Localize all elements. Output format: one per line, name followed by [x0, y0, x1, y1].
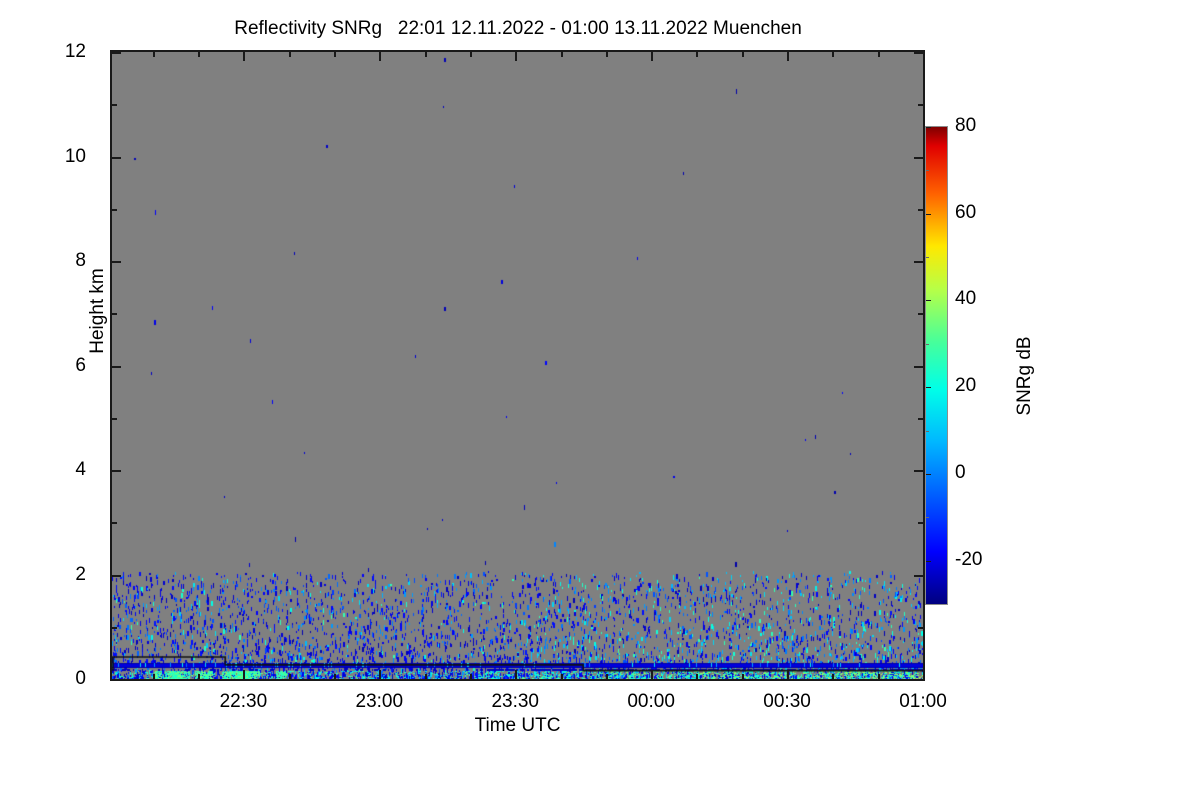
x-axis-minor-tick-top — [152, 52, 155, 57]
y-axis-major-tick — [112, 261, 121, 263]
y-axis-minor-tick — [112, 522, 117, 525]
x-axis-minor-tick — [696, 674, 699, 679]
x-axis-minor-tick — [469, 674, 472, 679]
x-axis-major-tick-top — [243, 52, 246, 61]
colorbar — [925, 126, 948, 605]
y-axis-minor-tick — [112, 208, 117, 211]
y-axis-major-tick-right — [914, 365, 923, 368]
y-axis-minor-tick-right — [918, 522, 923, 525]
colorbar-minor-tick — [926, 430, 929, 432]
x-axis-major-tick-top — [379, 52, 382, 61]
x-axis-major-tick — [787, 670, 790, 679]
colorbar-tick-label: 20 — [955, 375, 977, 397]
x-axis-tick-label: 23:30 — [491, 691, 539, 712]
y-axis-tick-label: 0 — [75, 668, 86, 689]
x-axis-minor-tick-top — [424, 52, 427, 57]
x-axis-minor-tick-top — [832, 52, 835, 57]
x-axis-tick-label: 00:00 — [627, 691, 675, 712]
colorbar-tick-label: 60 — [955, 201, 977, 223]
y-axis-minor-tick-right — [918, 208, 923, 211]
x-axis-major-tick — [379, 670, 382, 679]
colorbar-gradient — [926, 127, 947, 604]
y-axis-minor-tick-right — [918, 417, 923, 420]
heatmap-canvas — [112, 52, 923, 679]
y-axis-minor-tick — [112, 626, 117, 629]
x-axis-major-tick-top — [787, 52, 790, 61]
colorbar-tick-label: 80 — [955, 115, 977, 136]
y-axis-tick-label: 10 — [64, 145, 86, 167]
y-axis-major-tick-right — [914, 156, 923, 159]
x-axis-minor-tick — [424, 674, 427, 679]
x-axis-minor-tick — [832, 674, 835, 679]
colorbar-major-tick — [926, 213, 931, 215]
y-axis-major-tick — [112, 574, 121, 577]
y-axis-major-tick-right — [914, 261, 923, 263]
x-axis-title: Time UTC — [474, 715, 561, 736]
colorbar-minor-tick — [926, 517, 929, 519]
y-axis-major-tick-right — [914, 470, 923, 472]
x-axis-minor-tick — [333, 674, 336, 679]
y-axis-minor-tick-right — [918, 313, 923, 316]
x-axis-minor-tick — [741, 674, 744, 679]
plot-axes-area — [110, 50, 925, 681]
x-axis-minor-tick — [560, 674, 563, 679]
colorbar-major-tick — [926, 560, 931, 562]
x-axis-minor-tick-top — [696, 52, 699, 57]
colorbar-tick-label: 40 — [955, 288, 977, 310]
y-axis-tick-label: 8 — [75, 250, 86, 271]
x-axis-tick-label: 23:00 — [355, 691, 404, 712]
x-axis-minor-tick — [288, 674, 291, 679]
x-axis-major-tick-top — [515, 52, 518, 61]
x-axis-minor-tick-top — [469, 52, 472, 57]
x-axis-minor-tick-top — [741, 52, 744, 57]
y-axis-major-tick-right — [914, 574, 923, 577]
x-axis-tick-label: 01:00 — [899, 691, 947, 712]
y-axis-title: Height km — [87, 268, 108, 354]
colorbar-title: SNRg dB — [1014, 336, 1035, 416]
y-axis-minor-tick-right — [918, 104, 923, 107]
x-axis-major-tick — [651, 670, 654, 679]
x-axis-minor-tick-top — [877, 52, 880, 57]
y-axis-minor-tick — [112, 104, 117, 107]
y-axis-minor-tick — [112, 313, 117, 316]
x-axis-major-tick — [243, 670, 246, 679]
x-axis-tick-label: 22:30 — [219, 691, 268, 712]
colorbar-major-tick — [926, 387, 931, 389]
colorbar-major-tick — [926, 473, 931, 475]
x-axis-minor-tick — [605, 674, 608, 679]
colorbar-minor-tick — [926, 257, 929, 259]
x-axis-minor-tick-top — [605, 52, 608, 57]
x-axis-minor-tick-top — [333, 52, 336, 57]
y-axis-minor-tick — [112, 417, 117, 420]
y-axis-major-tick-right — [914, 52, 923, 54]
y-axis-tick-label: 4 — [75, 459, 86, 480]
y-axis-tick-label: 6 — [75, 354, 86, 376]
x-axis-minor-tick — [152, 674, 155, 679]
figure-title: Reflectivity SNRg 22:01 12.11.2022 - 01:… — [234, 18, 802, 39]
colorbar-tick-label: -20 — [955, 548, 983, 570]
x-axis-minor-tick-top — [288, 52, 291, 57]
y-axis-tick-label: 12 — [64, 41, 86, 62]
y-axis-major-tick — [112, 52, 121, 54]
colorbar-major-tick — [926, 300, 931, 302]
y-axis-minor-tick-right — [918, 626, 923, 629]
y-axis-major-tick — [112, 156, 121, 159]
x-axis-minor-tick-top — [560, 52, 563, 57]
x-axis-major-tick — [515, 670, 518, 679]
x-axis-major-tick-top — [651, 52, 654, 61]
x-axis-minor-tick — [198, 674, 201, 679]
colorbar-major-tick — [926, 127, 931, 128]
colorbar-tick-label: 0 — [955, 461, 966, 483]
y-axis-tick-label: 2 — [75, 563, 86, 585]
y-axis-major-tick — [112, 470, 121, 472]
x-axis-minor-tick-top — [198, 52, 201, 57]
x-axis-minor-tick — [877, 674, 880, 679]
colorbar-minor-tick — [926, 343, 929, 345]
colorbar-minor-tick — [926, 170, 929, 172]
y-axis-major-tick — [112, 365, 121, 368]
x-axis-tick-label: 00:30 — [763, 691, 811, 712]
